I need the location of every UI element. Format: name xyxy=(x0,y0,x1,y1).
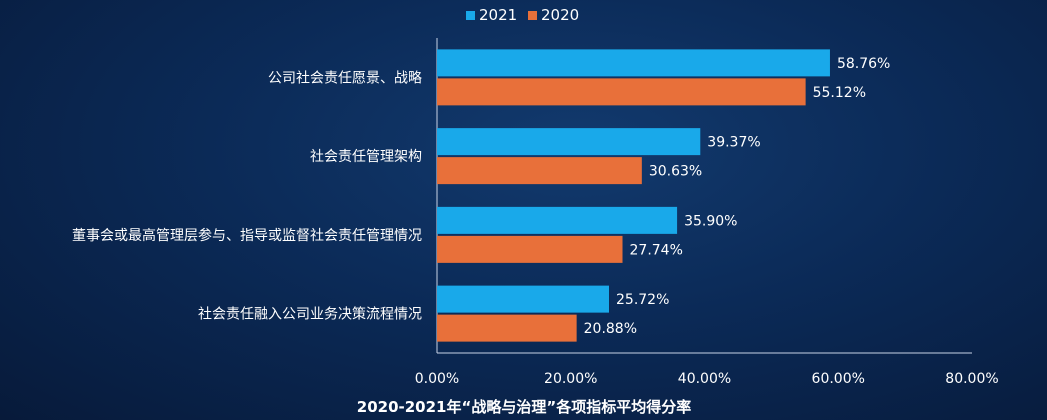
bar-2020 xyxy=(437,235,623,263)
data-label-2020: 20.88% xyxy=(584,321,637,337)
data-label-2020: 27.74% xyxy=(630,242,683,258)
data-label-2021: 58.76% xyxy=(837,56,890,72)
bar-2020 xyxy=(437,314,577,342)
data-label-2021: 35.90% xyxy=(684,213,737,229)
bar-2021 xyxy=(437,285,610,313)
x-tick-label: 0.00% xyxy=(415,371,459,387)
bar-2021 xyxy=(437,128,701,156)
legend-label-2020: 2020 xyxy=(541,6,579,24)
bar-2021 xyxy=(437,206,678,234)
legend-swatch-2021 xyxy=(466,11,475,20)
legend-label-2021: 2021 xyxy=(479,6,517,24)
x-tick-label: 60.00% xyxy=(812,371,865,387)
category-label: 社会责任融入公司业务决策流程情况 xyxy=(198,306,422,323)
legend-swatch-2020 xyxy=(528,11,537,20)
x-tick-label: 20.00% xyxy=(544,371,597,387)
data-label-2020: 55.12% xyxy=(813,85,866,101)
category-label: 董事会或最高管理层参与、指导或监督社会责任管理情况 xyxy=(72,227,422,244)
bar-2020 xyxy=(437,78,806,106)
x-tick-label: 40.00% xyxy=(678,371,731,387)
data-label-2021: 25.72% xyxy=(616,292,669,308)
bar-2021 xyxy=(437,49,830,77)
bar-2020 xyxy=(437,157,642,185)
data-label-2021: 39.37% xyxy=(707,135,760,151)
x-tick-label: 80.00% xyxy=(945,371,998,387)
chart-title: 2020-2021年“战略与治理”各项指标平均得分率 xyxy=(357,398,691,416)
data-label-2020: 30.63% xyxy=(649,164,702,180)
category-label: 公司社会责任愿景、战略 xyxy=(268,70,422,86)
category-label: 社会责任管理架构 xyxy=(310,149,422,165)
